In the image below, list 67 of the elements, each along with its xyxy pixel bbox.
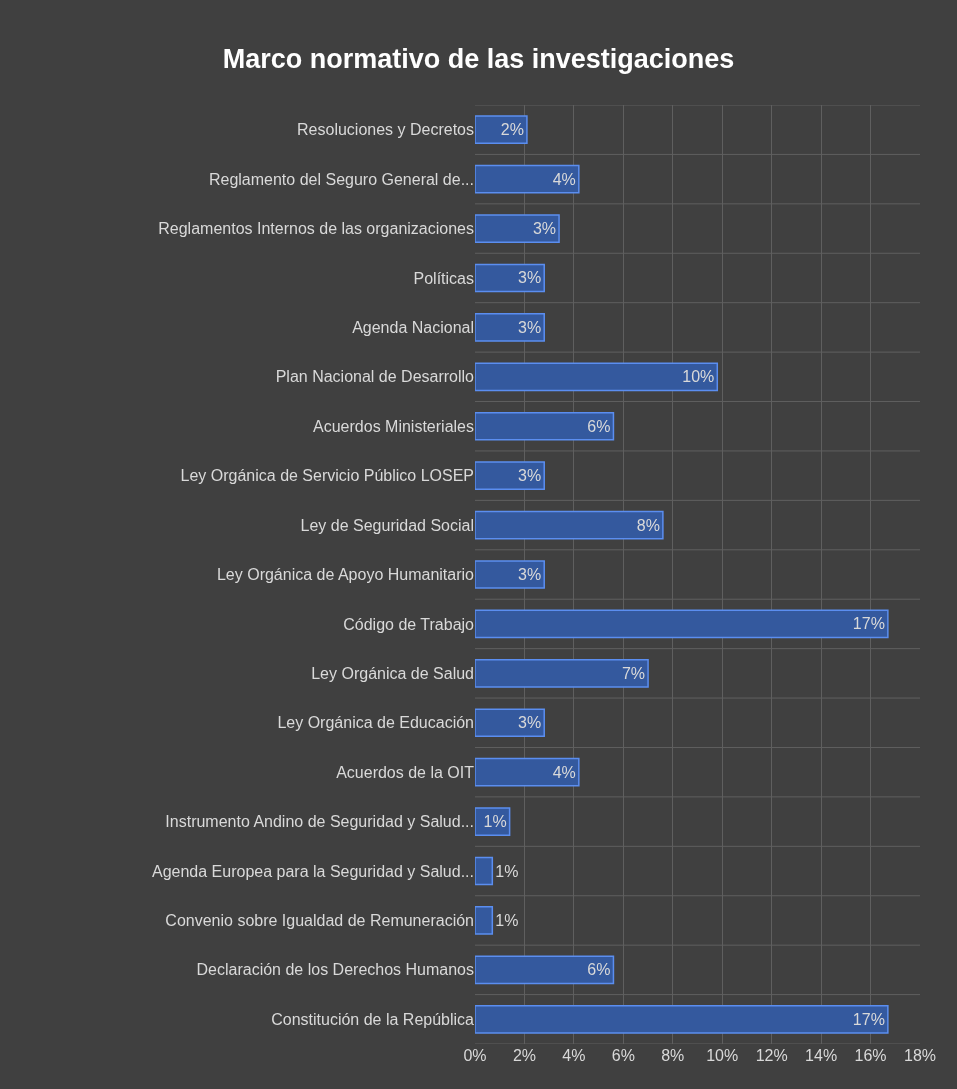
data-label: 3% [518, 467, 542, 485]
bar [475, 214, 560, 243]
data-label: 6% [587, 417, 611, 435]
y-tick-label: Ley Orgánica de Apoyo Humanitario [216, 566, 475, 584]
y-tick-label: Ley Orgánica de Educación [277, 714, 474, 732]
y-tick-label: Código de Trabajo [343, 615, 475, 633]
x-tick-label: 16% [854, 1047, 887, 1064]
bar [475, 313, 545, 342]
data-label: 3% [518, 318, 542, 336]
data-label: 3% [518, 714, 542, 732]
y-tick-label: Constitución de la República [271, 1010, 475, 1028]
bar [475, 510, 664, 540]
x-tick-label: 14% [805, 1047, 838, 1064]
y-tick-label: Instrumento Andino de Seguridad y Salud... [165, 813, 474, 831]
x-tick-label: 2% [512, 1047, 536, 1064]
data-label: 3% [518, 566, 542, 583]
bar [475, 659, 649, 688]
y-tick-label: Agenda Europea para la Seguridad y Salud... [151, 862, 474, 880]
data-label: 10% [682, 368, 715, 386]
data-label: 4% [552, 763, 576, 781]
x-tick-label: 18% [903, 1047, 937, 1064]
x-tick-label: 12% [755, 1047, 788, 1064]
data-label: 6% [587, 961, 611, 979]
bar [475, 708, 545, 738]
bar [475, 609, 889, 639]
y-tick-label: Ley Orgánica de Salud [311, 664, 474, 682]
bar [475, 906, 494, 935]
y-tick-label: Acuerdos de la OIT [336, 763, 475, 781]
bar [475, 115, 528, 145]
bar [475, 1004, 889, 1034]
y-tick-label: Agenda Nacional [352, 318, 474, 336]
data-label: 17% [852, 1010, 885, 1028]
y-tick-label: Reglamento del Seguro General de... [208, 170, 474, 188]
x-tick-label: 8% [661, 1047, 685, 1064]
y-tick-label: Políticas [413, 269, 474, 287]
y-tick-label: Declaración de los Derechos Humanos [196, 961, 474, 979]
x-tick-label: 0% [463, 1047, 487, 1064]
data-label: 1% [495, 862, 519, 880]
bar [475, 955, 615, 985]
bar [475, 362, 719, 392]
bar [475, 164, 580, 194]
x-tick-label: 4% [562, 1047, 586, 1064]
x-tick-label: 6% [611, 1047, 635, 1064]
data-label: 3% [532, 220, 557, 238]
data-label: 7% [621, 664, 646, 682]
y-tick-label: Acuerdos Ministeriales [313, 417, 474, 435]
data-label: 8% [636, 516, 660, 534]
data-label: 3% [518, 269, 542, 287]
y-tick-label: Reglamentos Internos de las organizaciones [158, 220, 474, 238]
y-tick-label: Convenio sobre Igualdad de Remuneración [165, 912, 474, 930]
data-label: 1% [495, 911, 519, 929]
y-tick-label: Plan Nacional de Desarrollo [275, 368, 475, 386]
data-label: 17% [852, 615, 885, 633]
bar [475, 856, 494, 886]
y-tick-label: Ley de Seguridad Social [300, 516, 474, 534]
y-tick-label: Ley Orgánica de Servicio Público LOSEP [180, 467, 474, 485]
data-label: 4% [552, 170, 576, 188]
bar [475, 263, 545, 293]
bar [475, 560, 545, 589]
bar [475, 461, 545, 490]
data-label: 1% [483, 813, 507, 831]
bar [475, 757, 580, 787]
data-label: 2% [500, 121, 524, 139]
chart-title: Marco normativo de las investigaciones [222, 43, 735, 74]
y-tick-label: Resoluciones y Decretos [297, 121, 474, 139]
bar [475, 411, 615, 441]
x-tick-label: 10% [706, 1047, 739, 1064]
